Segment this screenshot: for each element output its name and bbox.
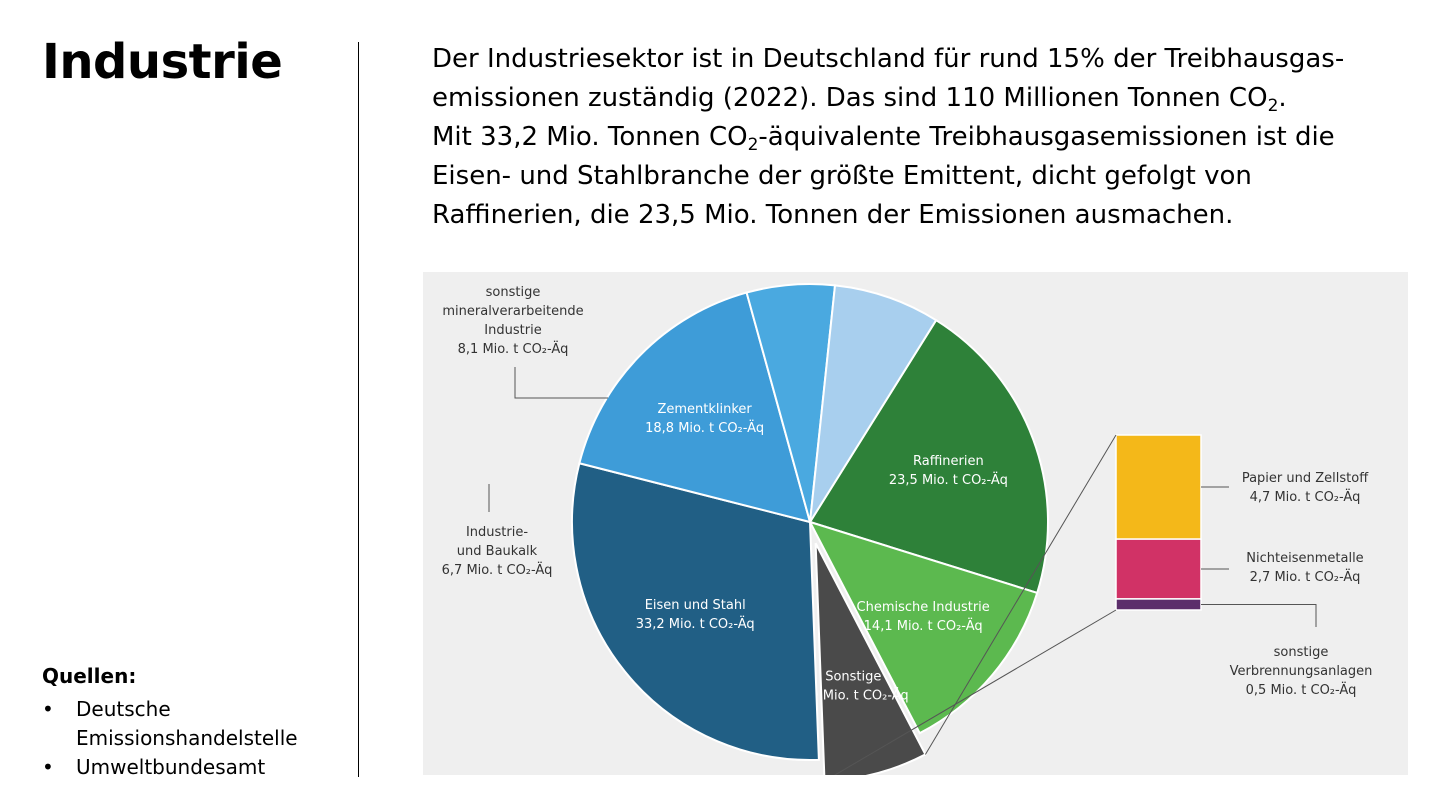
breakdown-bar-sonstige-verbrennungsanlagen [1115,598,1202,611]
vertical-divider [358,42,359,777]
slice-label-industrie-und-baukalk: Industrie-und Baukalk 6,7 Mio. t CO₂-Äq [442,525,553,578]
breakdown-connector-bottom [833,609,1117,775]
slice-label-raffinerien: Raffinerien 23,5 Mio. t CO₂-Äq [889,454,1008,488]
slice-label-chemische-industrie: Chemische Industrie 14,1 Mio. t CO₂-Äq [857,600,990,634]
sources-heading: Quellen: [42,664,137,688]
slice-label-sonstige-mineralverarbeitende-industrie: sonstige mineralverarbeitende Industrie 8,1… [442,285,583,357]
breakdown-label-papier-und-zellstoff: Papier und Zellstoff 4,7 Mio. t CO₂-Äq [1242,471,1369,505]
pie-slice-sonstige [814,542,927,775]
breakdown-label-sonstige-verbrennungsanlagen: sonstige Verbrennungsanlagen 0,5 Mio. t CO… [1230,645,1373,698]
slice-label-sonstige: Sonstige 7,9 Mio. t CO₂-Äq [798,669,909,703]
intro-line-4: Eisen- und Stahlbranche der größte Emitt… [432,161,1252,191]
breakdown-bar-papier-und-zellstoff [1115,434,1202,540]
leader-line-sonstige-mineralverarbeitende-industrie [514,367,608,399]
pie-slice-eisen-und-stahl [571,462,820,761]
breakdown-bar-nichteisenmetalle [1115,538,1202,600]
intro-text: Der Industriesektor ist in Deutschland f… [432,40,1422,235]
page-title: Industrie [42,34,283,90]
source-item: Deutsche Emissionshandelstelle [42,695,342,753]
source-item: Umweltbundesamt [42,753,342,782]
breakdown-label-nichteisenmetalle: Nichteisenmetalle 2,7 Mio. t CO₂-Äq [1246,551,1363,585]
pie-slice-zementklinker [578,291,812,524]
slice-label-zementklinker: Zementklinker 18,8 Mio. t CO₂-Äq [645,402,764,436]
intro-line-3: Mit 33,2 Mio. Tonnen CO2-äquivalente Tre… [432,122,1335,155]
intro-line-2: emissionen zuständig (2022). Das sind 11… [432,83,1287,116]
pie-slice-raffinerien [808,318,1049,595]
pie-slice-chemische-industrie [808,520,1039,735]
sources-list: Deutsche Emissionshandelstelle Umweltbun… [42,695,342,782]
slice-label-eisen-und-stahl: Eisen und Stahl 33,2 Mio. t CO₂-Äq [636,598,755,632]
breakdown-leader-sonstige-verbrennungsanlagen [1201,603,1317,627]
intro-line-1: Der Industriesektor ist in Deutschland f… [432,44,1345,74]
emissions-chart-panel: Raffinerien 23,5 Mio. t CO₂-Äq Chemische I… [423,272,1408,775]
intro-line-5: Raffinerien, die 23,5 Mio. Tonnen der Em… [432,200,1234,230]
breakdown-connector-top [924,434,1117,755]
emissions-pie-chart: Raffinerien 23,5 Mio. t CO₂-Äq Chemische I… [442,283,1373,775]
sources-block: Quellen: Deutsche Emissionshandelstelle … [42,662,342,782]
pie-slice-sonstige-mineralverarbeitende-industrie [809,284,938,523]
